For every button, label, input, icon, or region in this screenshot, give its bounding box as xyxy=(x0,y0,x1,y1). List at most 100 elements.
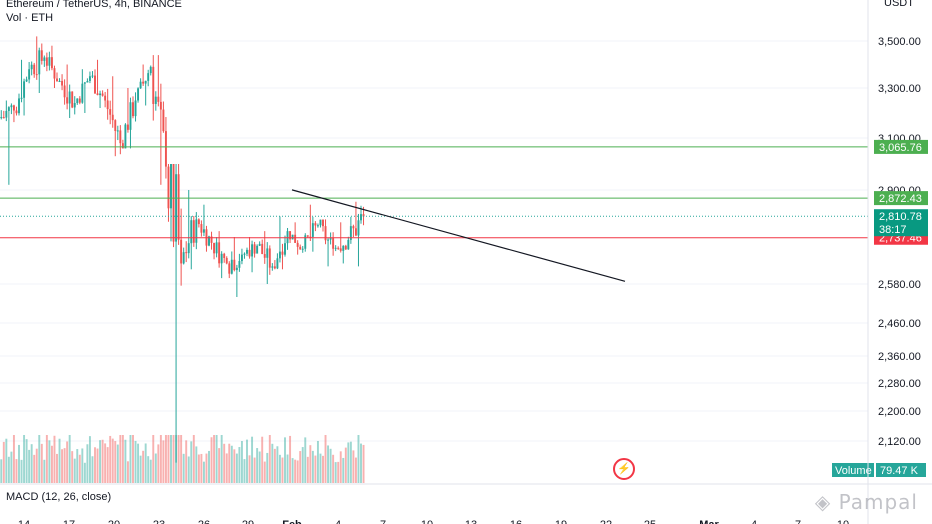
x-tick-label: 29 xyxy=(242,519,254,524)
x-tick-label: 4 xyxy=(335,519,341,524)
candle-body xyxy=(0,117,3,119)
candle-body xyxy=(344,245,347,250)
volume-bar xyxy=(66,441,69,483)
x-tick-label: 4 xyxy=(751,519,757,524)
candle-body xyxy=(106,100,109,110)
volume-bar xyxy=(50,445,53,483)
countdown-label: 38:17 xyxy=(879,224,907,236)
volume-bar xyxy=(235,453,238,483)
candle-body xyxy=(306,235,309,237)
quote-currency[interactable]: USDT xyxy=(884,0,914,9)
candle-body xyxy=(281,251,284,255)
candle-body xyxy=(223,253,226,258)
candle-body xyxy=(12,105,15,111)
volume-bar xyxy=(43,459,46,483)
candle-body xyxy=(50,57,53,69)
candle-body xyxy=(246,249,248,254)
volume-bar xyxy=(322,455,324,483)
volume-bar xyxy=(2,441,5,483)
candle-body xyxy=(23,81,26,98)
x-tick-label: 16 xyxy=(510,519,522,524)
volume-bar xyxy=(291,458,294,483)
candle-body xyxy=(5,110,8,118)
volume-bar xyxy=(170,435,172,483)
volume-bar xyxy=(347,442,350,483)
candle-body xyxy=(200,224,203,233)
x-tick-label: 7 xyxy=(795,519,801,524)
lightning-icon[interactable]: ⚡ xyxy=(613,458,635,480)
candle-body xyxy=(185,252,188,254)
volume-bar xyxy=(278,454,281,483)
candle-body xyxy=(190,220,193,244)
candle-body xyxy=(88,76,91,81)
x-tick-label: 14 xyxy=(18,519,30,524)
y-axis: 3,500.003,300.003,100.002,900.002,580.00… xyxy=(878,36,921,448)
volume-bar xyxy=(354,457,357,483)
volume-bar xyxy=(258,451,261,483)
x-tick-label: 17 xyxy=(63,519,75,524)
volume-bar xyxy=(63,448,66,483)
volume-bar xyxy=(58,438,61,483)
volume-bar xyxy=(162,440,165,483)
x-tick-label: 13 xyxy=(465,519,477,524)
candle-body xyxy=(38,50,41,75)
volume-bar xyxy=(154,453,157,483)
candle-body xyxy=(314,223,317,226)
candle-body xyxy=(263,254,266,258)
candle-body xyxy=(276,258,279,269)
volume-bar xyxy=(81,448,84,483)
macd-label: MACD (12, 26, close) xyxy=(6,491,112,503)
volume-bar xyxy=(61,449,64,483)
candle-body xyxy=(339,248,342,251)
candle-body xyxy=(352,226,355,229)
x-tick-label: Feb xyxy=(282,519,302,524)
y-tick-label: 3,300.00 xyxy=(878,83,921,95)
candle-body xyxy=(309,236,312,238)
volume-bar xyxy=(238,447,241,483)
volume-badge-value: 79.47 K xyxy=(880,465,919,477)
symbol-title: Ethereum / TetherUS, 4h, BINANCE xyxy=(6,0,182,10)
candle-body xyxy=(324,226,327,241)
volume-bar xyxy=(106,447,109,483)
volume-bar xyxy=(289,435,292,483)
price-level-badge xyxy=(874,191,928,206)
volume-bar xyxy=(311,450,314,483)
volume-bar xyxy=(25,439,28,483)
volume-bar xyxy=(251,436,254,483)
candle-body xyxy=(10,105,13,108)
volume-bar xyxy=(261,436,264,483)
candle-body xyxy=(218,242,221,264)
volume-bar xyxy=(28,449,31,483)
price-badges: 3,065.762,872.432,737.462,810.7838:17Vol… xyxy=(832,139,928,477)
candle-body xyxy=(327,239,330,241)
candle-body xyxy=(15,110,18,114)
volume-bar xyxy=(205,453,208,483)
volume-bar xyxy=(316,440,319,483)
candle-body xyxy=(258,243,261,246)
candle-body xyxy=(296,242,299,247)
candle-body xyxy=(109,109,112,115)
volume-bar xyxy=(38,435,41,483)
volume-bar xyxy=(271,443,274,483)
volume-bar xyxy=(357,435,360,483)
volume-bar xyxy=(304,437,307,483)
volume-bar xyxy=(132,435,134,483)
candles xyxy=(0,36,365,463)
candle-body xyxy=(121,143,124,149)
volume-bar xyxy=(99,440,102,483)
candle-body xyxy=(286,231,289,244)
volume-bar xyxy=(299,451,302,483)
candle-body xyxy=(243,253,246,255)
x-tick-label: 23 xyxy=(153,519,165,524)
volume-bar xyxy=(360,443,362,483)
candle-body xyxy=(61,80,64,86)
volume-bar xyxy=(164,435,167,483)
x-tick-label: 10 xyxy=(421,519,433,524)
volume-bar xyxy=(18,444,20,483)
volume-bar xyxy=(319,453,322,483)
volume-bars xyxy=(0,435,365,483)
price-level-badge xyxy=(874,139,928,154)
volume-bar xyxy=(10,451,13,483)
candle-body xyxy=(347,239,350,250)
